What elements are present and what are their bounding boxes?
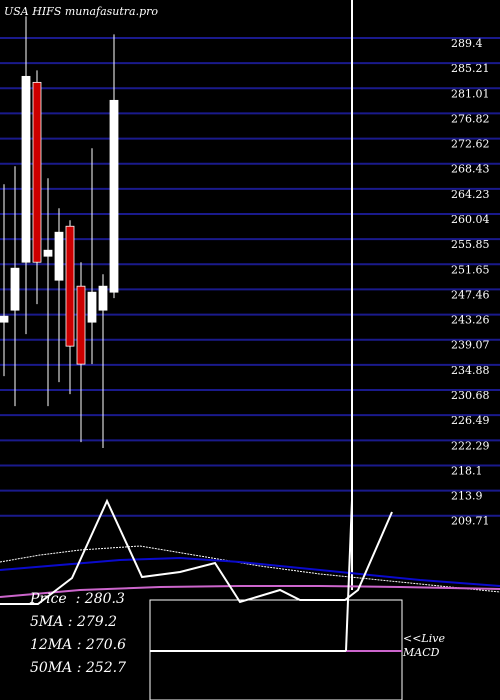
candle <box>0 184 9 377</box>
candle-body <box>32 81 42 263</box>
candle <box>32 70 42 305</box>
candle-body <box>98 285 108 311</box>
candle <box>98 274 108 449</box>
macd-panel <box>149 499 403 700</box>
y-tick-label: 276.82 <box>451 112 490 125</box>
candle <box>54 208 64 383</box>
grid-lines <box>0 37 500 517</box>
y-tick-label: 289.4 <box>451 37 483 50</box>
y-tick-label: 260.04 <box>451 213 490 226</box>
candle <box>87 148 97 365</box>
y-tick-label: 239.07 <box>451 339 490 352</box>
candle-body <box>43 249 53 257</box>
y-tick-label: 268.43 <box>451 163 490 176</box>
indicator-lines <box>0 0 500 605</box>
y-tick-label: 264.23 <box>451 188 490 201</box>
y-tick-label: 218.1 <box>451 464 483 477</box>
stat-5ma: 5MA : 279.2 <box>30 614 118 630</box>
candle <box>109 34 119 299</box>
y-tick-label: 213.9 <box>451 490 483 503</box>
y-tick-label: 247.46 <box>451 288 490 301</box>
stat-price: Price : 280.3 <box>30 591 125 607</box>
candle <box>76 262 86 443</box>
candle <box>65 220 75 395</box>
candle-body <box>10 267 20 311</box>
candle <box>43 178 53 407</box>
ma-5-line <box>0 585 500 598</box>
y-tick-label: 251.65 <box>451 263 490 276</box>
y-tick-label: 222.29 <box>451 439 490 452</box>
y-tick-label: 226.49 <box>451 414 490 427</box>
candle <box>21 16 31 335</box>
y-tick-label: 243.26 <box>451 314 490 327</box>
y-tick-label: 230.68 <box>451 389 490 402</box>
macd-spike <box>345 499 353 652</box>
y-axis-ticks: 289.4 285.21 281.01 276.82 272.62 268.43 264.2… <box>451 37 490 528</box>
y-tick-label: 255.85 <box>451 238 490 251</box>
y-tick-label: 234.88 <box>451 364 490 377</box>
candle <box>10 166 20 407</box>
y-tick-label: 285.21 <box>451 62 490 75</box>
candle-body <box>0 315 9 323</box>
candle-body <box>76 285 86 365</box>
y-tick-label: 281.01 <box>451 87 490 100</box>
stat-50ma: 50MA : 252.7 <box>30 660 126 676</box>
live-macd-label: <<Live MACD <box>403 632 445 659</box>
y-tick-label: 209.71 <box>451 515 490 528</box>
candlesticks <box>0 16 119 449</box>
candle-body <box>109 99 119 293</box>
candle-body <box>54 231 64 281</box>
y-tick-label: 272.62 <box>451 138 490 151</box>
candle-body <box>21 75 31 263</box>
stat-12ma: 12MA : 270.6 <box>30 637 126 653</box>
candle-body <box>65 225 75 347</box>
candle-body <box>87 291 97 323</box>
stats-panel: Price : 280.3 5MA : 279.2 12MA : 270.6 5… <box>30 588 126 680</box>
chart-title: USA HIFS munafasutra.pro <box>4 5 159 18</box>
ma-12-line <box>0 556 500 587</box>
